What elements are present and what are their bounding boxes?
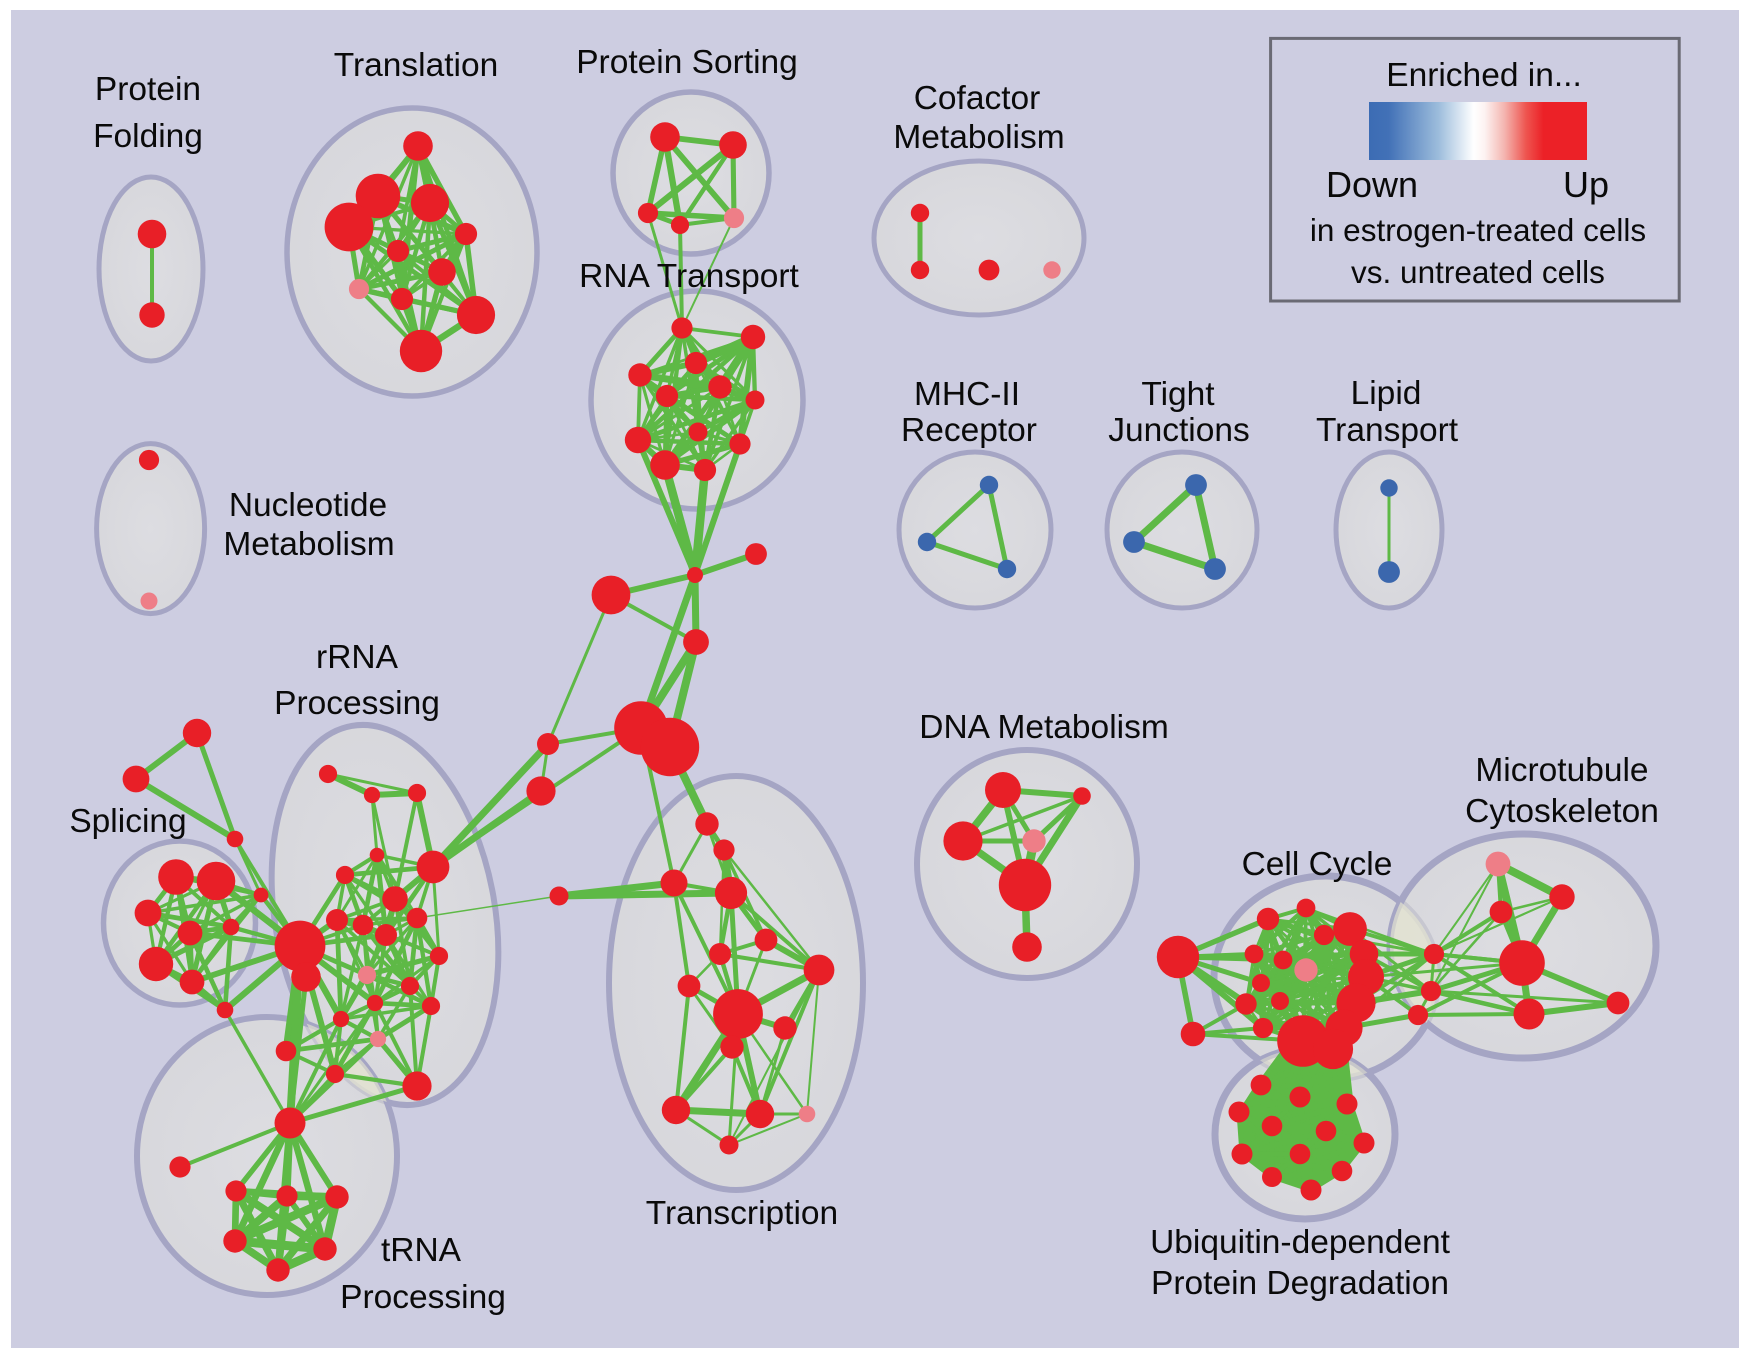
svg-text:vs. untreated cells: vs. untreated cells [1351,254,1605,290]
svg-text:Cell Cycle: Cell Cycle [1242,846,1393,883]
svg-text:Metabolism: Metabolism [893,119,1064,156]
svg-text:Translation: Translation [334,47,498,84]
svg-text:rRNA: rRNA [316,639,399,676]
svg-text:Enriched in...: Enriched in... [1386,57,1582,94]
svg-text:Protein: Protein [95,71,201,108]
svg-text:Receptor: Receptor [901,412,1037,449]
svg-text:Metabolism: Metabolism [223,526,394,563]
svg-text:RNA Transport: RNA Transport [579,258,799,295]
svg-text:Processing: Processing [340,1279,506,1316]
svg-text:Folding: Folding [93,118,203,155]
svg-text:Ubiquitin-dependent: Ubiquitin-dependent [1150,1224,1451,1261]
svg-text:Protein Degradation: Protein Degradation [1151,1265,1449,1302]
svg-text:Splicing: Splicing [69,803,186,840]
svg-text:Microtubule: Microtubule [1475,752,1648,789]
svg-text:in estrogen-treated cells: in estrogen-treated cells [1310,212,1646,248]
svg-text:Protein Sorting: Protein Sorting [576,44,798,81]
svg-text:Tight: Tight [1141,376,1215,413]
svg-text:Cytoskeleton: Cytoskeleton [1465,793,1659,830]
svg-text:Down: Down [1326,164,1418,205]
svg-text:Up: Up [1563,164,1609,205]
svg-text:DNA Metabolism: DNA Metabolism [919,709,1168,746]
svg-text:Transcription: Transcription [646,1195,838,1232]
svg-text:Cofactor: Cofactor [914,80,1041,117]
svg-text:tRNA: tRNA [381,1232,462,1269]
svg-text:Nucleotide: Nucleotide [229,487,387,524]
svg-text:Transport: Transport [1316,412,1459,449]
svg-text:Processing: Processing [274,685,440,722]
svg-text:Junctions: Junctions [1108,412,1250,449]
svg-text:MHC-II: MHC-II [914,376,1020,413]
svg-text:Lipid: Lipid [1351,375,1422,412]
